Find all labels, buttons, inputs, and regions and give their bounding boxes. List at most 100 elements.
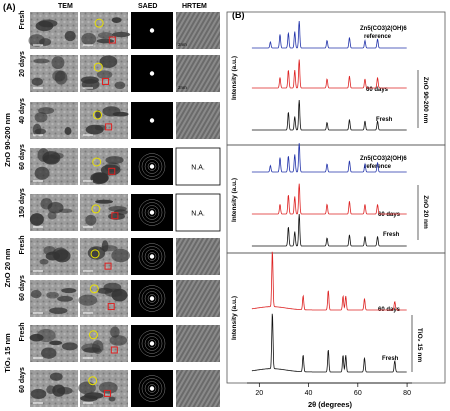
highlight-circle xyxy=(92,157,102,167)
central-beam xyxy=(149,164,155,169)
micrograph-tem xyxy=(30,102,78,139)
diffraction-ring xyxy=(138,153,166,180)
diffraction-ring xyxy=(144,159,160,174)
particle xyxy=(108,205,127,212)
row-label: 150 days xyxy=(19,188,26,218)
central-beam xyxy=(149,210,155,215)
particle xyxy=(99,55,118,68)
diffraction-ring xyxy=(141,246,163,267)
particle xyxy=(98,381,118,394)
panel-b-label: (B) xyxy=(232,10,245,20)
curve-label: 60 days xyxy=(366,87,389,93)
micrograph-saed xyxy=(131,238,173,275)
micrograph-saed xyxy=(131,102,173,139)
highlight-circle xyxy=(91,204,101,214)
particle xyxy=(51,56,65,70)
image-grid: 2nm 2nm N.A. N.A. xyxy=(28,12,221,407)
micrograph-tem2 xyxy=(80,325,128,362)
particle xyxy=(49,372,63,381)
particle xyxy=(38,107,55,115)
xrd-series-line xyxy=(251,213,407,247)
diffraction-ring xyxy=(141,288,163,309)
particle xyxy=(31,77,43,86)
particle xyxy=(97,32,114,39)
micrograph-tem2 xyxy=(80,238,130,275)
hrtem-na-box xyxy=(175,147,221,186)
group-label: ZnO 90-200 nm xyxy=(3,113,12,167)
x-tick-label: 40 xyxy=(305,390,313,397)
diffraction-ring xyxy=(144,291,160,306)
curve-label: Fresh xyxy=(376,117,393,123)
particle xyxy=(33,58,50,64)
micrograph-hrtem xyxy=(176,370,220,407)
curve-label: Fresh xyxy=(383,232,400,238)
diffraction-ring xyxy=(147,339,157,348)
particle xyxy=(92,340,104,354)
micrograph-hrtem: 2nm xyxy=(176,12,220,49)
x-tick-label: 20 xyxy=(255,390,263,397)
y-axis-label: Intensity (a.u.) xyxy=(231,56,238,100)
xrd-series-line xyxy=(251,20,407,49)
micrograph-tem2 xyxy=(80,55,128,92)
x-axis: 20 40 60 80 2θ (degrees) xyxy=(247,382,412,409)
micrograph-tem xyxy=(30,55,78,92)
particle xyxy=(52,384,66,397)
highlight-square xyxy=(111,212,119,220)
particle xyxy=(49,340,63,346)
row-label: Fresh xyxy=(19,322,26,341)
diffraction-ring xyxy=(144,381,160,396)
particle xyxy=(104,162,121,173)
particle xyxy=(49,307,68,315)
hrtem-scale-text: 2nm xyxy=(178,85,187,90)
particle xyxy=(34,112,48,123)
row-label: 20 days xyxy=(19,51,26,77)
xrd-subplot-2-frame xyxy=(226,144,446,254)
particle xyxy=(95,109,102,119)
particle xyxy=(32,123,42,137)
diffraction-ring xyxy=(141,202,163,223)
diffraction-ring xyxy=(141,156,163,177)
panel-a-label: (A) xyxy=(3,2,16,12)
panel-a: (A) TEM SAED HRTEM Fresh 20 days 40 days… xyxy=(3,2,221,407)
particle xyxy=(28,34,45,47)
micrograph-tem2 xyxy=(80,148,128,185)
highlight-circle xyxy=(93,110,103,120)
micrograph-hrtem: 2nm xyxy=(176,55,220,92)
micrograph-tem2 xyxy=(80,12,131,49)
particle xyxy=(30,388,47,399)
micrograph-tem xyxy=(30,370,78,407)
particle xyxy=(105,156,124,165)
curve-label: reference xyxy=(364,34,392,40)
particle xyxy=(102,106,121,117)
highlight-square xyxy=(108,36,116,44)
hrtem-image xyxy=(176,102,220,139)
tem-header: TEM xyxy=(58,3,73,10)
micrograph-hrtem xyxy=(176,280,220,317)
particle xyxy=(64,30,76,42)
panel-b: (B) Intensity (a.u.) Intensity (a.u.) In… xyxy=(226,10,446,409)
saed-header: SAED xyxy=(138,3,157,10)
particle xyxy=(111,248,130,263)
hrtem-image xyxy=(176,280,220,317)
hrtem-na-text: N.A. xyxy=(191,211,205,218)
micrograph-hrtem: N.A. xyxy=(175,147,221,186)
particle xyxy=(85,124,104,135)
xrd-series-line xyxy=(251,251,407,311)
micrograph-saed xyxy=(131,148,173,185)
micrograph-saed xyxy=(131,12,173,49)
diffraction-ring xyxy=(147,252,157,261)
particle xyxy=(61,288,77,294)
xrd-series-line xyxy=(251,143,407,173)
diffraction-ring xyxy=(144,336,160,351)
particle xyxy=(114,81,126,90)
group-label: ZnO 20 nm xyxy=(3,248,12,287)
highlight-circle xyxy=(88,330,98,340)
xrd-series-line xyxy=(251,59,407,89)
micrograph-saed xyxy=(131,280,173,317)
particle xyxy=(112,31,131,38)
curve-label: Fresh xyxy=(382,356,399,362)
x-tick-label: 80 xyxy=(403,390,411,397)
diffraction-ring xyxy=(147,384,157,393)
micrograph-saed xyxy=(131,325,173,362)
